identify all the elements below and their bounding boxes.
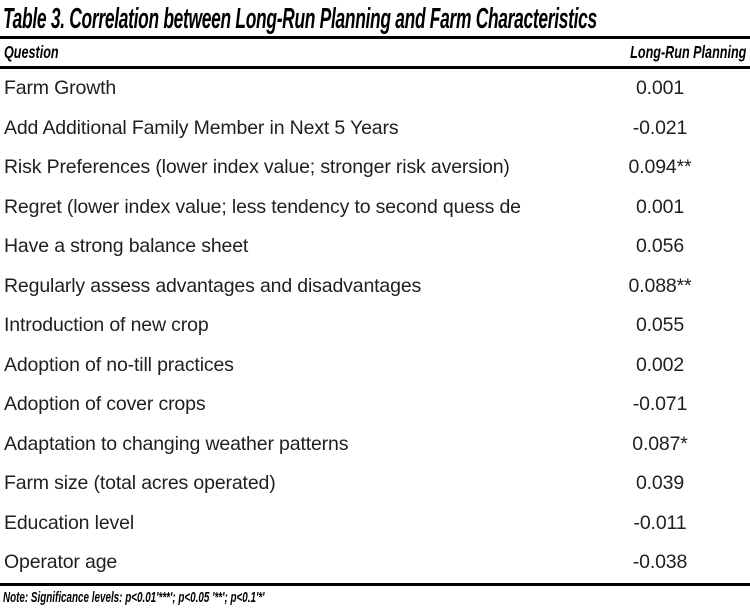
table-row: Risk Preferences (lower index value; str… — [0, 148, 750, 188]
header-divider-rule — [0, 66, 750, 69]
row-value: 0.001 — [635, 195, 685, 218]
row-question: Farm size (total acres operated) — [4, 472, 276, 495]
table-row: Adoption of no-till practices 0.002 — [0, 346, 750, 386]
row-question: Risk Preferences (lower index value; str… — [4, 156, 510, 179]
row-question: Regret (lower index value; less tendency… — [4, 195, 521, 218]
row-value: 0.087* — [632, 432, 688, 455]
table-row: Farm size (total acres operated) 0.039 — [0, 464, 750, 504]
title-divider-rule — [0, 36, 750, 39]
row-question: Adoption of cover crops — [4, 393, 206, 416]
row-value: 0.039 — [635, 472, 685, 495]
table-body: Farm Growth 0.001 Add Additional Family … — [0, 69, 750, 583]
column-header-question: Question — [4, 42, 59, 62]
row-question: Introduction of new crop — [4, 314, 209, 337]
row-value: -0.021 — [632, 116, 688, 139]
significance-note-text: Note: Significance levels: p<0.01'***'; … — [3, 589, 265, 606]
table-title-text: Table 3. Correlation between Long-Run Pl… — [3, 3, 597, 35]
table-row: Introduction of new crop 0.055 — [0, 306, 750, 346]
table-row: Adaptation to changing weather patterns … — [0, 425, 750, 465]
table-title: Table 3. Correlation between Long-Run Pl… — [0, 0, 750, 36]
row-value: 0.088** — [628, 274, 692, 297]
row-value: 0.002 — [635, 353, 685, 376]
row-question: Farm Growth — [4, 77, 117, 100]
table-row: Regularly assess advantages and disadvan… — [0, 267, 750, 307]
row-question: Regularly assess advantages and disadvan… — [4, 274, 422, 297]
row-value: 0.001 — [635, 77, 685, 100]
table-row: Operator age -0.038 — [0, 543, 750, 583]
table-row: Farm Growth 0.001 — [0, 69, 750, 109]
significance-note: Note: Significance levels: p<0.01'***'; … — [0, 586, 750, 606]
footer-divider-rule — [0, 582, 750, 586]
row-value: 0.056 — [635, 235, 685, 258]
table-row: Add Additional Family Member in Next 5 Y… — [0, 109, 750, 149]
column-header-long-run-planning: Long-Run Planning — [629, 42, 746, 62]
row-value: -0.038 — [632, 551, 688, 574]
table-row: Education level -0.011 — [0, 504, 750, 544]
row-question: Have a strong balance sheet — [4, 235, 249, 258]
row-question: Education level — [4, 511, 135, 534]
row-question: Adoption of no-till practices — [4, 353, 234, 376]
row-question: Operator age — [4, 551, 118, 574]
row-value: -0.071 — [632, 393, 688, 416]
row-question: Adaptation to changing weather patterns — [4, 432, 349, 455]
table-header-row: Question Long-Run Planning — [0, 39, 750, 66]
row-value: 0.094** — [628, 156, 692, 179]
row-value: -0.011 — [633, 511, 687, 534]
table-row: Regret (lower index value; less tendency… — [0, 188, 750, 228]
row-value: 0.055 — [635, 314, 685, 337]
table-row: Adoption of cover crops -0.071 — [0, 385, 750, 425]
table-row: Have a strong balance sheet 0.056 — [0, 227, 750, 267]
row-question: Add Additional Family Member in Next 5 Y… — [4, 116, 399, 139]
